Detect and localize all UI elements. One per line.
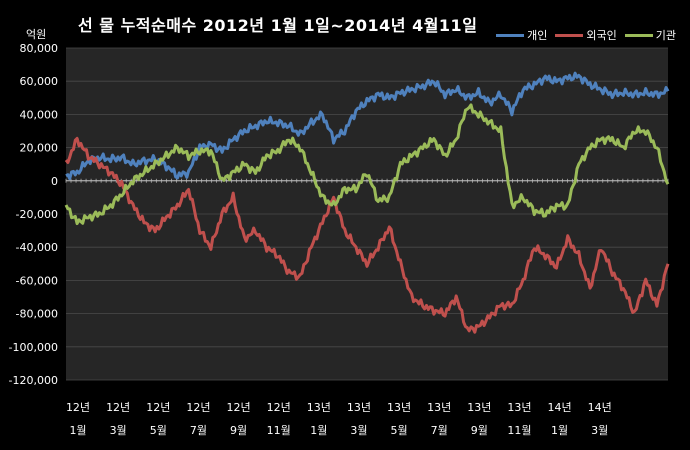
x-tick-year: 13년 bbox=[307, 401, 331, 414]
x-tick-month: 5월 bbox=[391, 424, 408, 437]
x-tick-year: 12년 bbox=[106, 401, 130, 414]
y-tick-label: -120,000 bbox=[9, 374, 58, 387]
legend-swatch-institution bbox=[624, 33, 653, 37]
y-tick-label: 20,000 bbox=[20, 142, 59, 155]
y-tick-label: 40,000 bbox=[20, 108, 59, 121]
x-tick-year: 13년 bbox=[387, 401, 411, 414]
series-line-individual bbox=[65, 71, 670, 181]
legend-label-individual: 개인 bbox=[527, 29, 548, 42]
x-tick-month: 11월 bbox=[507, 424, 531, 437]
x-tick-year: 13년 bbox=[467, 401, 491, 414]
series-line-foreign bbox=[64, 136, 670, 334]
y-tick-label: -60,000 bbox=[16, 274, 58, 287]
x-tick-month: 7월 bbox=[190, 424, 207, 437]
x-tick-year: 13년 bbox=[427, 401, 451, 414]
x-tick-year: 14년 bbox=[548, 401, 572, 414]
x-tick-month: 3월 bbox=[110, 424, 127, 437]
legend-item-individual: 개인 bbox=[496, 27, 547, 43]
legend-label-foreign: 외국인 bbox=[586, 29, 617, 42]
legend-swatch-foreign bbox=[555, 33, 584, 37]
x-tick-month: 9월 bbox=[471, 424, 488, 437]
x-tick-month: 7월 bbox=[431, 424, 448, 437]
legend-swatch-individual bbox=[496, 33, 525, 37]
x-tick-year: 12년 bbox=[66, 401, 90, 414]
x-tick-year: 13년 bbox=[347, 401, 371, 414]
y-tick-label: -20,000 bbox=[16, 208, 58, 221]
x-tick-month: 11월 bbox=[267, 424, 291, 437]
chart-title: 선 물 누적순매수 2012년 1월 1일~2014년 4월11일 bbox=[78, 16, 478, 35]
y-tick-label: -80,000 bbox=[16, 308, 58, 321]
x-tick-year: 13년 bbox=[507, 401, 531, 414]
x-tick-year: 12년 bbox=[226, 401, 250, 414]
x-tick-month: 5월 bbox=[150, 424, 167, 437]
legend-item-foreign: 외국인 bbox=[555, 27, 617, 43]
x-tick-month: 1월 bbox=[310, 424, 327, 437]
y-axis-unit-label: 억원 bbox=[26, 28, 47, 41]
x-tick-month: 3월 bbox=[350, 424, 367, 437]
chart-legend: 개인 외국인 기관 bbox=[496, 27, 676, 43]
y-tick-label: -100,000 bbox=[9, 341, 58, 354]
y-tick-label: 0 bbox=[51, 175, 58, 188]
legend-label-institution: 기관 bbox=[655, 29, 676, 42]
x-tick-month: 3월 bbox=[591, 424, 608, 437]
x-tick-year: 12년 bbox=[146, 401, 170, 414]
x-tick-year: 12년 bbox=[186, 401, 210, 414]
legend-item-institution: 기관 bbox=[624, 27, 676, 43]
x-tick-month: 9월 bbox=[230, 424, 247, 437]
y-tick-label: 60,000 bbox=[20, 75, 59, 88]
y-tick-label: 80,000 bbox=[20, 42, 59, 55]
x-tick-year: 12년 bbox=[267, 401, 291, 414]
y-tick-label: -40,000 bbox=[16, 241, 58, 254]
x-tick-month: 1월 bbox=[551, 424, 568, 437]
series-line-institution bbox=[64, 103, 670, 226]
x-tick-year: 14년 bbox=[588, 401, 612, 414]
x-tick-month: 1월 bbox=[69, 424, 86, 437]
